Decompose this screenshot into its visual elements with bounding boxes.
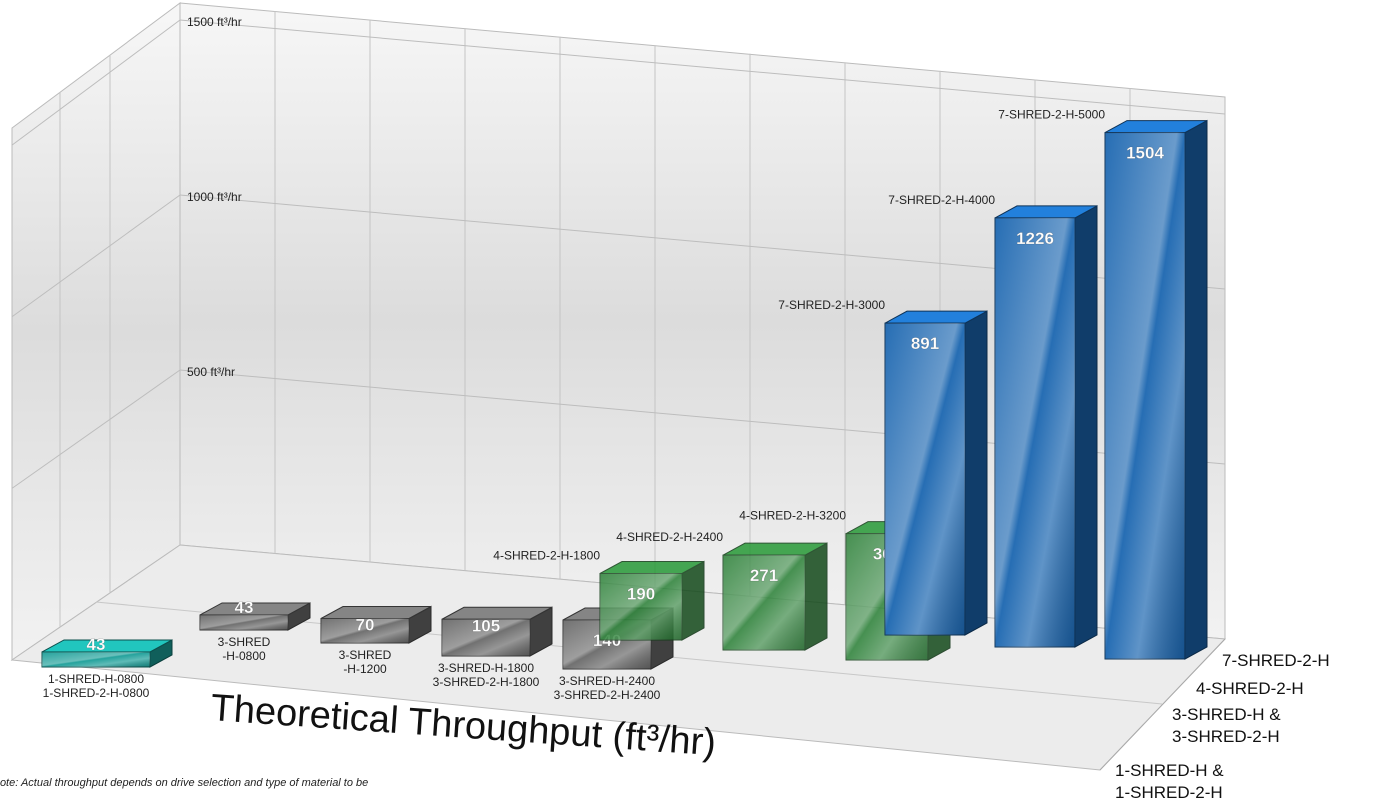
legend-label: 4-SHRED-2-H <box>1196 679 1304 698</box>
value-label: 1504 <box>1126 144 1164 163</box>
bar-label: 3-SHRED-2-H-1800 <box>433 675 540 689</box>
bar-label: 3-SHRED-H-2400 <box>559 674 655 688</box>
bar-side <box>1074 205 1098 648</box>
value-label: 190 <box>627 585 655 604</box>
bar-label: 3-SHRED <box>218 635 271 649</box>
bar-shine <box>321 618 409 643</box>
bar-group <box>1104 119 1208 660</box>
legend-label: 1-SHRED-2-H <box>1115 783 1223 802</box>
bar-label: 3-SHRED-2-H-2400 <box>554 688 661 702</box>
bar-group <box>599 560 705 641</box>
bar-side <box>1184 119 1208 660</box>
value-label: 271 <box>750 566 778 585</box>
y-tick-label: 500 ft³/hr <box>187 365 235 379</box>
value-label: 70 <box>356 616 375 635</box>
floor-line <box>1099 638 1226 771</box>
bar-label: 3-SHRED-H-1800 <box>438 661 534 675</box>
bar-group <box>884 310 988 636</box>
value-label: 1226 <box>1016 229 1054 248</box>
bar-label: 1-SHRED-2-H-0800 <box>43 686 150 700</box>
value-label: 105 <box>472 616 500 635</box>
legend-label: 3-SHRED-2-H <box>1172 727 1280 746</box>
bar-side <box>804 542 828 651</box>
grid-line <box>11 369 181 489</box>
bar-group <box>199 602 311 631</box>
value-label: 43 <box>87 635 106 654</box>
bar-label: -H-0800 <box>222 649 266 663</box>
y-tick-label: 1500 ft³/hr <box>187 15 242 29</box>
bar-shine <box>885 323 965 635</box>
grid-line <box>11 19 181 146</box>
grid-line <box>11 194 181 318</box>
footnote: Note: Actual throughput depends on drive… <box>0 777 368 789</box>
bar-shine <box>42 651 150 667</box>
legend-label: 1-SHRED-H & <box>1115 761 1224 780</box>
bar-shine <box>995 217 1075 647</box>
bar-label: 3-SHRED <box>339 648 392 662</box>
bar-shine <box>200 614 288 630</box>
bar-label: 4-SHRED-2-H-2400 <box>616 530 723 544</box>
bar-label: 7-SHRED-2-H-5000 <box>998 108 1105 122</box>
bar-label: 4-SHRED-2-H-1800 <box>493 549 600 563</box>
left-wall <box>11 2 181 661</box>
value-label: 43 <box>235 598 254 617</box>
bar-group <box>41 639 173 668</box>
legend-label: 3-SHRED-H & <box>1172 705 1281 724</box>
bar-label: -H-1200 <box>343 662 387 676</box>
bar-shine <box>723 555 805 650</box>
bar-top <box>41 639 173 653</box>
grid-line <box>179 19 1226 115</box>
bar-group <box>722 542 828 651</box>
bar-shine <box>1105 132 1185 660</box>
bar-label: 4-SHRED-2-H-3200 <box>739 509 846 523</box>
value-label: 891 <box>911 334 939 353</box>
bar-group <box>320 605 432 644</box>
bar-side <box>681 560 705 641</box>
bar-shine <box>442 619 530 656</box>
bar-group <box>994 205 1098 648</box>
bar-label: 7-SHRED-2-H-3000 <box>778 298 885 312</box>
bar-side <box>964 310 988 636</box>
bar-label: 7-SHRED-2-H-4000 <box>888 193 995 207</box>
bar-shine <box>600 573 682 640</box>
bar-group <box>441 606 553 657</box>
bar-label: 1-SHRED-H-0800 <box>48 672 144 686</box>
y-tick-label: 1000 ft³/hr <box>187 190 242 204</box>
legend-label: 7-SHRED-2-H <box>1222 651 1330 670</box>
